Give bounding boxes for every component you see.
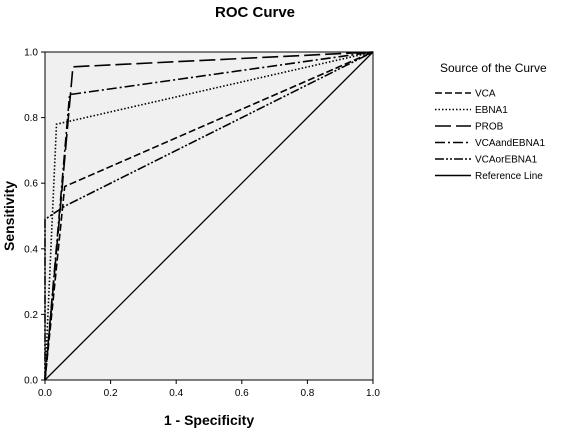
y-tick-label: 0.2 [24,310,38,321]
chart-title: ROC Curve [215,4,295,21]
x-axis: 0.0 0.2 0.4 0.6 0.8 1.0 [38,380,380,399]
legend-label-prob: PROB [475,122,504,133]
y-tick-label: 0.4 [24,244,38,255]
legend-label-reference-line: Reference Line [475,171,543,182]
legend-label-vcaorebna1: VCAorEBNA1 [475,155,538,166]
x-tick-label: 0.8 [300,388,314,399]
y-tick-label: 1.0 [24,48,38,59]
x-tick-label: 0.2 [104,388,118,399]
series-line-vcaorebna1 [44,51,374,380]
y-axis: 0.0 0.2 0.4 0.6 0.8 1.0 [24,48,45,387]
y-tick-label: 0.6 [24,179,38,190]
series-layer [44,51,374,381]
y-axis-label: Sensitivity [1,181,17,251]
y-tick-label: 0.0 [24,376,38,387]
series-line-prob [44,51,374,381]
x-axis-label: 1 - Specificity [164,412,254,428]
series-line-ebna1 [44,51,374,381]
x-tick-label: 0.0 [38,388,52,399]
legend-title: Source of the Curve [440,61,547,75]
x-tick-label: 1.0 [366,388,380,399]
x-tick-label: 0.6 [235,388,249,399]
series-line-vca [44,51,374,381]
legend-label-ebna1: EBNA1 [475,105,508,116]
legend-label-vca: VCA [475,89,496,100]
series-line-reference-line [44,51,374,381]
y-tick-label: 0.8 [24,113,38,124]
legend: Source of the Curve VCA EBNA1 PROB VCAandEB… [435,61,547,182]
x-tick-label: 0.4 [169,388,183,399]
series-line-vcaandebna1 [44,51,374,381]
legend-label-vcaandebna1: VCAandEBNA1 [475,138,545,149]
